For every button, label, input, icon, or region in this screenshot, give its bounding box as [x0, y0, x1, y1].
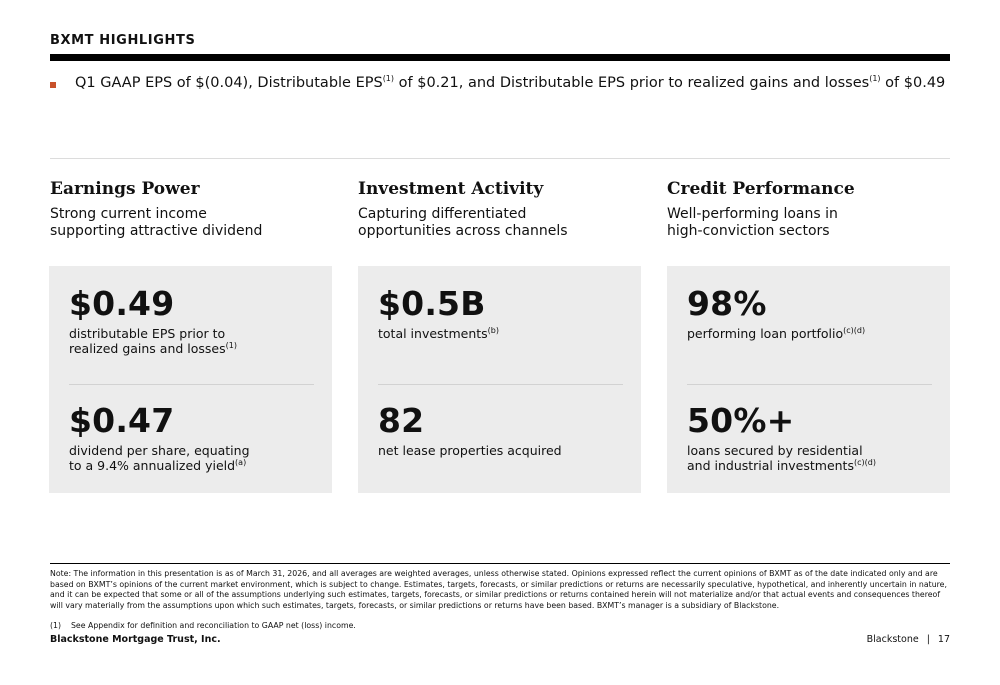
column-subtitle-credit-performance: Well-performing loans in high-conviction… — [667, 206, 957, 240]
metric-description-line: dividend per share, equating — [69, 443, 250, 458]
footnote-1: (1) See Appendix for definition and reco… — [50, 621, 356, 631]
metric-description: total investments(b) — [378, 326, 618, 341]
metric-value: $0.5B — [378, 284, 486, 323]
metric-description-line: total investments — [378, 326, 488, 341]
footnote-text: See Appendix for definition and reconcil… — [70, 621, 356, 630]
subtitle-line: high-conviction sectors — [667, 223, 830, 239]
footer-separator: | — [926, 634, 930, 645]
metric-performing-loans: 98% performing loan portfolio(c)(d) — [687, 284, 927, 342]
subtitle-line: Strong current income — [50, 206, 207, 222]
card-divider — [69, 384, 314, 385]
metric-description: loans secured by residential and industr… — [687, 443, 927, 473]
subtitle-line: Capturing differentiated — [358, 206, 527, 222]
metric-description: performing loan portfolio(c)(d) — [687, 326, 927, 341]
card-divider — [687, 384, 932, 385]
highlight-text: Q1 GAAP EPS of $(0.04), Distributable EP… — [75, 75, 945, 91]
column-subtitle-earnings-power: Strong current income supporting attract… — [50, 206, 340, 240]
bullet-square-icon — [50, 82, 56, 88]
card-earnings-power: $0.49 distributable EPS prior to realize… — [49, 266, 332, 493]
card-investment-activity: $0.5B total investments(b) 82 net lease … — [358, 266, 641, 493]
footnote-marker: (1) — [225, 340, 237, 350]
metric-description-line: performing loan portfolio — [687, 326, 844, 341]
metric-distributable-eps: $0.49 distributable EPS prior to realize… — [69, 284, 309, 357]
metric-value: 50%+ — [687, 401, 795, 440]
metric-net-lease-properties: 82 net lease properties acquired — [378, 401, 618, 459]
metric-value: 98% — [687, 284, 767, 323]
highlight-text-part3: of $0.49 — [880, 75, 946, 91]
metric-description-line: net lease properties acquired — [378, 443, 562, 458]
metric-description-line: and industrial investments — [687, 458, 854, 473]
metric-value: $0.47 — [69, 401, 175, 440]
footnote-marker: (c)(d) — [853, 457, 876, 467]
column-heading-investment-activity: Investment Activity — [358, 179, 544, 199]
card-divider — [378, 384, 623, 385]
highlight-text-part1: Q1 GAAP EPS of $(0.04), Distributable EP… — [75, 75, 383, 91]
highlight-text-part2: of $0.21, and Distributable EPS prior to… — [394, 75, 870, 91]
metric-value: 82 — [378, 401, 425, 440]
metric-value: $0.49 — [69, 284, 175, 323]
page-title: BXMT HIGHLIGHTS — [50, 33, 196, 48]
footer-brand-page: Blackstone | 17 — [867, 634, 950, 645]
footnote-marker: (a) — [235, 457, 247, 467]
subtitle-line: Well-performing loans in — [667, 206, 838, 222]
company-name: Blackstone Mortgage Trust, Inc. — [50, 634, 221, 645]
metric-description: distributable EPS prior to realized gain… — [69, 326, 309, 356]
page-number: 17 — [937, 634, 950, 645]
disclaimer-note: Note: The information in this presentati… — [50, 569, 947, 610]
subtitle-line: supporting attractive dividend — [50, 223, 263, 239]
metric-description-line: loans secured by residential — [687, 443, 863, 458]
metric-total-investments: $0.5B total investments(b) — [378, 284, 618, 342]
brand-name: Blackstone — [866, 634, 919, 645]
footnote-number: (1) — [50, 621, 62, 630]
footnote-marker: (1) — [382, 74, 395, 84]
metric-description: net lease properties acquired — [378, 443, 618, 458]
section-divider — [50, 158, 950, 159]
metric-description-line: realized gains and losses — [69, 341, 226, 356]
metric-description-line: to a 9.4% annualized yield — [69, 458, 236, 473]
card-credit-performance: 98% performing loan portfolio(c)(d) 50%+… — [667, 266, 950, 493]
metric-residential-industrial-loans: 50%+ loans secured by residential and in… — [687, 401, 927, 474]
footer-rule — [50, 563, 950, 564]
column-heading-credit-performance: Credit Performance — [667, 179, 855, 199]
metric-description: dividend per share, equating to a 9.4% a… — [69, 443, 309, 473]
footnote-marker: (1) — [869, 74, 881, 84]
footnote-marker: (b) — [487, 325, 499, 335]
metric-description-line: distributable EPS prior to — [69, 326, 226, 341]
subtitle-line: opportunities across channels — [358, 223, 568, 239]
header-rule — [50, 54, 950, 61]
column-subtitle-investment-activity: Capturing differentiated opportunities a… — [358, 206, 648, 240]
footnote-marker: (c)(d) — [843, 325, 866, 335]
column-heading-earnings-power: Earnings Power — [50, 179, 200, 199]
metric-dividend-per-share: $0.47 dividend per share, equating to a … — [69, 401, 309, 474]
